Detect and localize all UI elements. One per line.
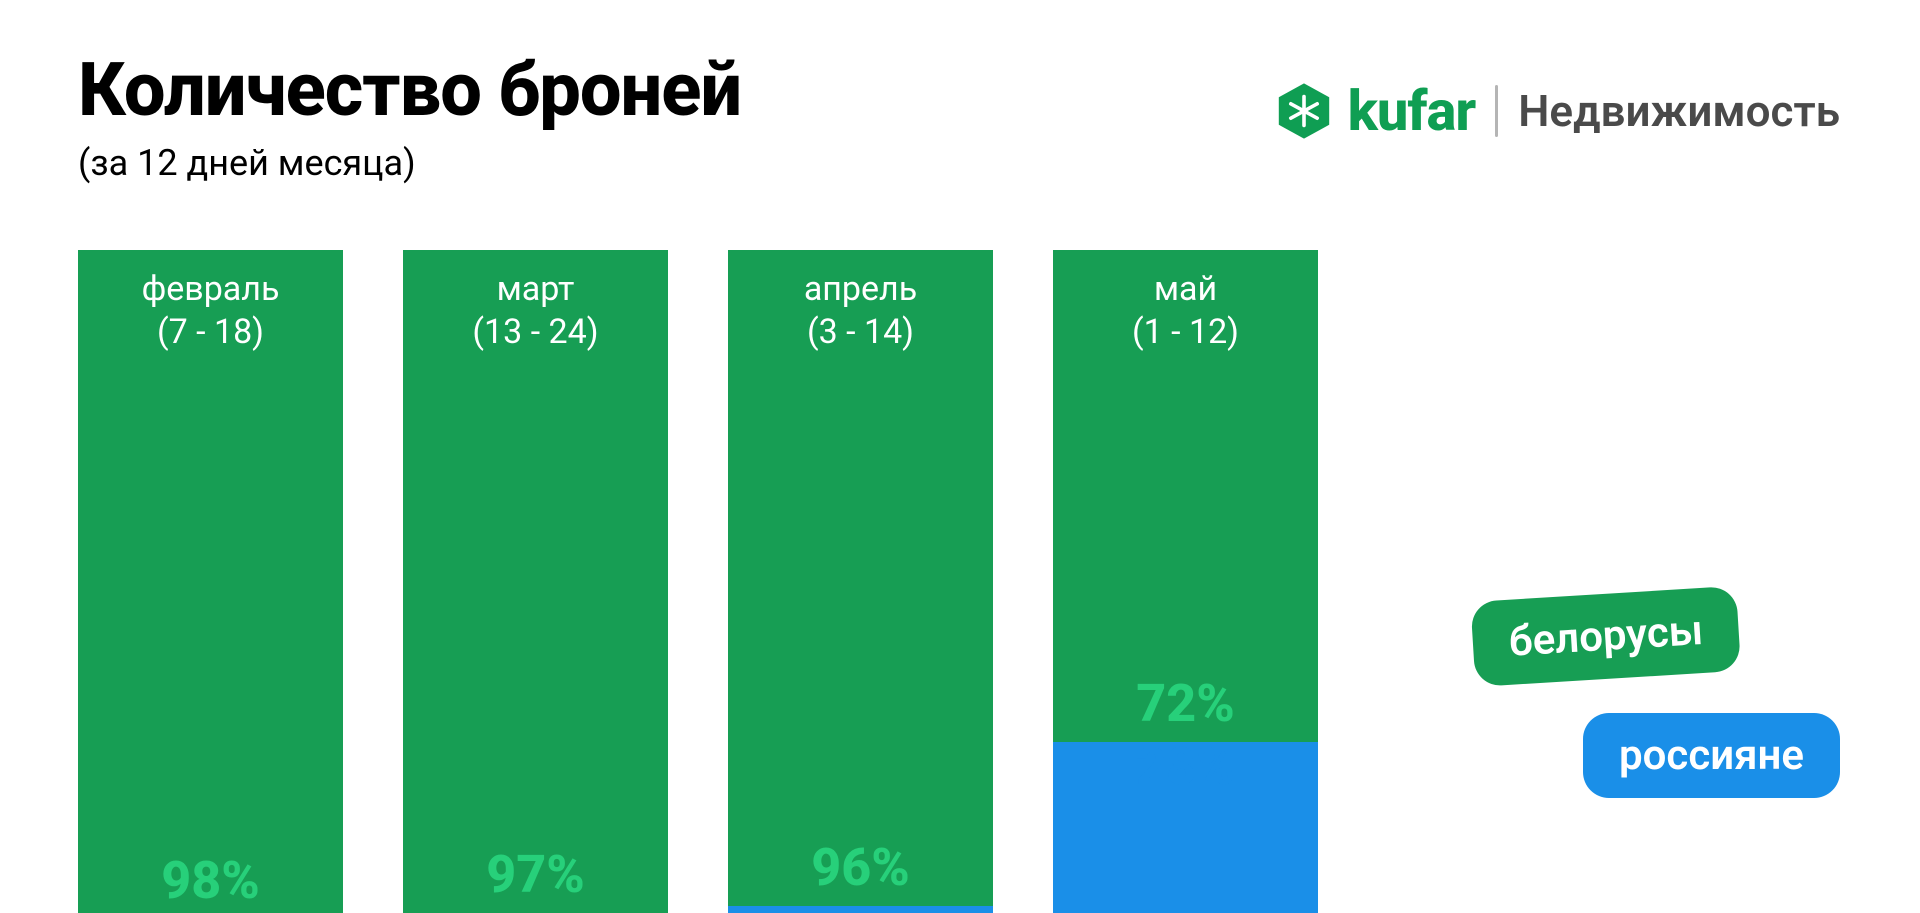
brand-name: kufar — [1348, 78, 1476, 144]
bar-feb-top: февраль (7 - 18) 98% — [78, 250, 343, 913]
brand-block: kufar Недвижимость — [1274, 78, 1840, 144]
bar-mar-bottom-pct: 3% — [403, 907, 668, 913]
bar-mar: март (13 - 24) 97% 3% — [403, 250, 668, 913]
bar-may-bottom: 28% — [1053, 742, 1318, 913]
bar-range: (13 - 24) — [403, 311, 668, 354]
header: Количество броней (за 12 дней месяца) — [78, 52, 741, 184]
bar-may-label: май (1 - 12) — [1053, 268, 1318, 353]
bar-apr-bottom-pct: 4% — [728, 900, 993, 913]
bar-mar-top: март (13 - 24) 97% — [403, 250, 668, 913]
bar-may-bottom-pct: 28% — [1053, 736, 1318, 797]
brand-category: Недвижимость — [1518, 85, 1840, 137]
bar-apr-top: апрель (3 - 14) 96% — [728, 250, 993, 906]
brand-divider — [1495, 85, 1498, 137]
bookings-chart: февраль (7 - 18) 98% 2% март (13 - 24) 9… — [78, 250, 1840, 913]
brand-logo: kufar — [1274, 78, 1476, 144]
bar-feb-top-pct: 98% — [78, 850, 343, 911]
page-subtitle: (за 12 дней месяца) — [78, 142, 741, 184]
bar-month: май — [1154, 269, 1217, 309]
bar-month: март — [497, 269, 575, 309]
bar-range: (3 - 14) — [728, 311, 993, 354]
bar-apr-label: апрель (3 - 14) — [728, 268, 993, 353]
bar-range: (7 - 18) — [78, 311, 343, 354]
bar-month: февраль — [142, 269, 280, 309]
bar-feb: февраль (7 - 18) 98% 2% — [78, 250, 343, 913]
bar-mar-top-pct: 97% — [403, 844, 668, 905]
legend-russians: россияне — [1583, 713, 1840, 798]
bar-may-top: май (1 - 12) 72% — [1053, 250, 1318, 742]
legend: белорусы россияне — [1473, 602, 1840, 798]
bar-feb-label: февраль (7 - 18) — [78, 268, 343, 353]
bar-apr-top-pct: 96% — [728, 837, 993, 898]
bars-container: февраль (7 - 18) 98% 2% март (13 - 24) 9… — [78, 250, 1318, 913]
bar-month: апрель — [804, 269, 917, 309]
kufar-hex-icon — [1274, 81, 1334, 141]
page-title: Количество броней — [78, 52, 741, 130]
bar-range: (1 - 12) — [1053, 311, 1318, 354]
bar-may-top-pct: 72% — [1053, 673, 1318, 734]
bar-mar-label: март (13 - 24) — [403, 268, 668, 353]
legend-belarusians: белорусы — [1470, 586, 1741, 687]
bar-may: май (1 - 12) 72% 28% — [1053, 250, 1318, 913]
bar-apr: апрель (3 - 14) 96% 4% — [728, 250, 993, 913]
bar-apr-bottom: 4% — [728, 906, 993, 913]
